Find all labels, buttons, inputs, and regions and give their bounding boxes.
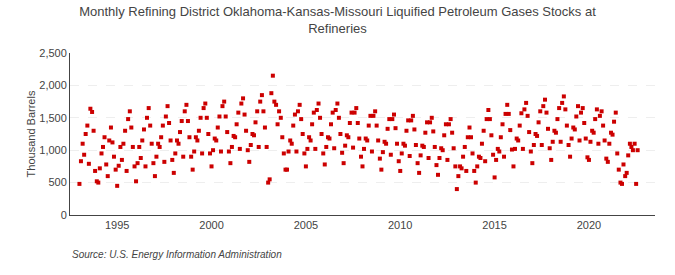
svg-text:2020: 2020 — [577, 219, 601, 231]
svg-text:2005: 2005 — [294, 219, 318, 231]
svg-text:2000: 2000 — [199, 219, 223, 231]
svg-text:1,500: 1,500 — [39, 112, 67, 124]
svg-text:Thousand Barrels: Thousand Barrels — [25, 90, 37, 177]
svg-text:Monthly Refining District Okla: Monthly Refining District Oklahoma-Kansa… — [79, 4, 596, 36]
svg-text:Source: U.S. Energy Informatio: Source: U.S. Energy Information Administ… — [72, 249, 282, 260]
svg-text:1,000: 1,000 — [39, 144, 67, 156]
svg-text:0: 0 — [61, 209, 67, 221]
svg-text:2,000: 2,000 — [39, 79, 67, 91]
svg-text:2,500: 2,500 — [39, 47, 67, 59]
svg-text:500: 500 — [48, 176, 66, 188]
svg-text:2010: 2010 — [388, 219, 412, 231]
svg-text:1995: 1995 — [105, 219, 129, 231]
svg-text:2015: 2015 — [482, 219, 506, 231]
